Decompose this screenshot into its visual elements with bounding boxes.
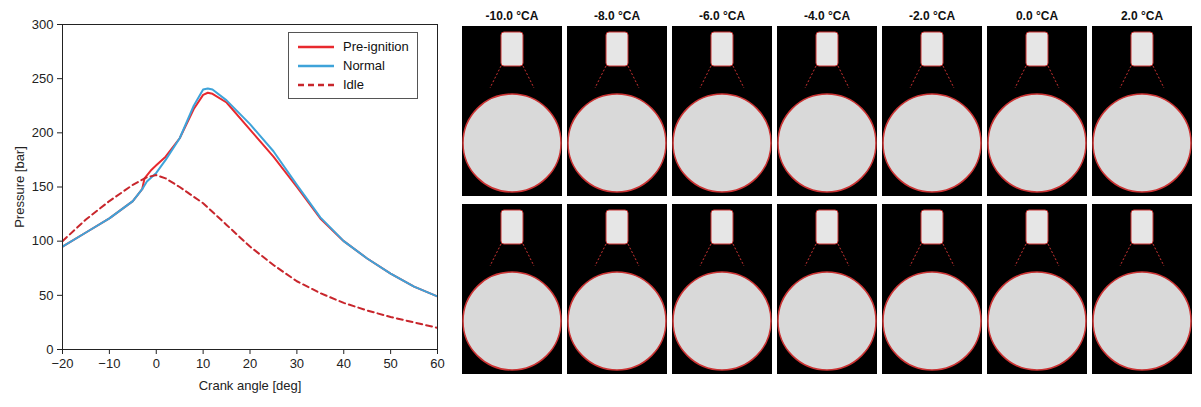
svg-text:0: 0 [153,356,160,371]
svg-text:Pressure [bar]: Pressure [bar] [12,146,27,228]
svg-text:0: 0 [46,342,53,357]
svg-text:−10: −10 [98,356,120,371]
svg-text:-10.0 °CA: -10.0 °CA [486,9,539,23]
svg-text:20: 20 [243,356,257,371]
svg-text:250: 250 [32,71,54,86]
svg-text:-2.0 °CA: -2.0 °CA [909,9,955,23]
svg-text:50: 50 [39,287,53,302]
svg-text:2.0 °CA: 2.0 °CA [1121,9,1163,23]
html-text:Normal: Normal [343,58,385,73]
html-text:Pre-ignition: Pre-ignition [343,39,409,54]
svg-text:100: 100 [32,233,54,248]
svg-text:-6.0 °CA: -6.0 °CA [699,9,745,23]
svg-text:300: 300 [32,17,54,32]
svg-text:50: 50 [383,356,397,371]
html-text:Idle: Idle [343,77,364,92]
svg-text:150: 150 [32,179,54,194]
svg-text:30: 30 [290,356,304,371]
svg-text:200: 200 [32,125,54,140]
svg-text:Crank angle [deg]: Crank angle [deg] [199,378,302,393]
svg-text:0.0 °CA: 0.0 °CA [1016,9,1058,23]
svg-text:60: 60 [430,356,444,371]
svg-text:10: 10 [196,356,210,371]
svg-text:40: 40 [337,356,351,371]
svg-text:-4.0 °CA: -4.0 °CA [804,9,850,23]
svg-text:-8.0 °CA: -8.0 °CA [594,9,640,23]
svg-text:−20: −20 [51,356,73,371]
